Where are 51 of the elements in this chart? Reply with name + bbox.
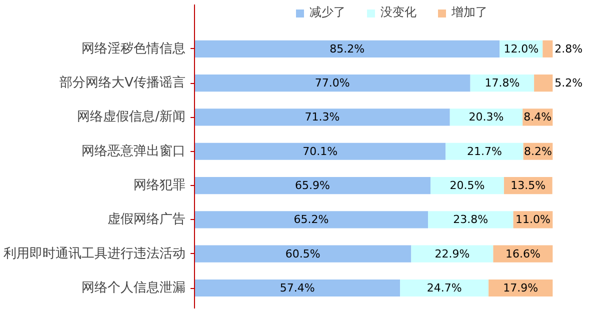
y-tick-label: 虚假网络广告	[108, 212, 186, 228]
data-label: 20.5%	[450, 179, 485, 192]
data-label: 8.2%	[524, 144, 552, 158]
data-label: 71.3%	[304, 110, 340, 124]
bar	[194, 142, 446, 160]
y-tick-label: 网络犯罪	[134, 178, 186, 194]
data-label: 24.7%	[426, 282, 462, 295]
data-label: 65.9%	[295, 179, 330, 192]
data-label: 22.9%	[434, 247, 470, 260]
bar	[430, 176, 504, 194]
data-label: 17.8%	[484, 76, 520, 90]
data-label: 21.7%	[466, 144, 502, 158]
bar	[400, 279, 489, 297]
data-label: 60.5%	[285, 247, 320, 260]
data-label: 2.8%	[554, 42, 583, 56]
data-label: 77.0%	[314, 76, 350, 90]
bar	[450, 108, 523, 126]
data-label: 17.9%	[503, 282, 538, 295]
bar	[542, 40, 553, 58]
data-label: 16.6%	[505, 247, 540, 260]
bar	[411, 245, 494, 262]
y-tick-label: 网络恶意弹出窗口	[82, 142, 186, 159]
bar	[194, 279, 400, 297]
legend-label: 增加了	[452, 4, 488, 21]
bar	[428, 211, 514, 228]
data-label: 23.8%	[453, 213, 488, 226]
data-label: 70.1%	[302, 144, 338, 158]
bar	[194, 245, 412, 262]
y-tick-label: 利用即时通讯工具进行违法活动	[4, 246, 186, 262]
data-label: 12.0%	[504, 42, 539, 56]
bar	[194, 211, 428, 228]
legend-label: 减少了	[310, 4, 346, 21]
data-label: 57.4%	[280, 282, 315, 295]
bar	[534, 74, 553, 92]
bar	[194, 40, 500, 58]
data-label: 65.2%	[294, 213, 329, 226]
bar	[446, 142, 524, 160]
y-tick-label: 网络淫秽色情信息	[82, 41, 186, 56]
data-label: 5.2%	[554, 76, 583, 90]
bar	[194, 74, 470, 92]
y-tick-label: 网络个人信息泄漏	[82, 280, 186, 296]
bar	[194, 176, 431, 194]
bar	[194, 108, 450, 126]
y-tick-label: 部分网络大V传播谣言	[60, 74, 186, 91]
y-tick-label: 网络虚假信息/新闻	[77, 110, 186, 125]
data-label: 8.4%	[524, 110, 552, 124]
data-label: 20.3%	[468, 110, 504, 124]
data-label: 85.2%	[330, 42, 365, 56]
legend-label: 没变化	[380, 4, 416, 21]
data-label: 13.5%	[510, 179, 546, 192]
data-label: 11.0%	[516, 213, 550, 226]
